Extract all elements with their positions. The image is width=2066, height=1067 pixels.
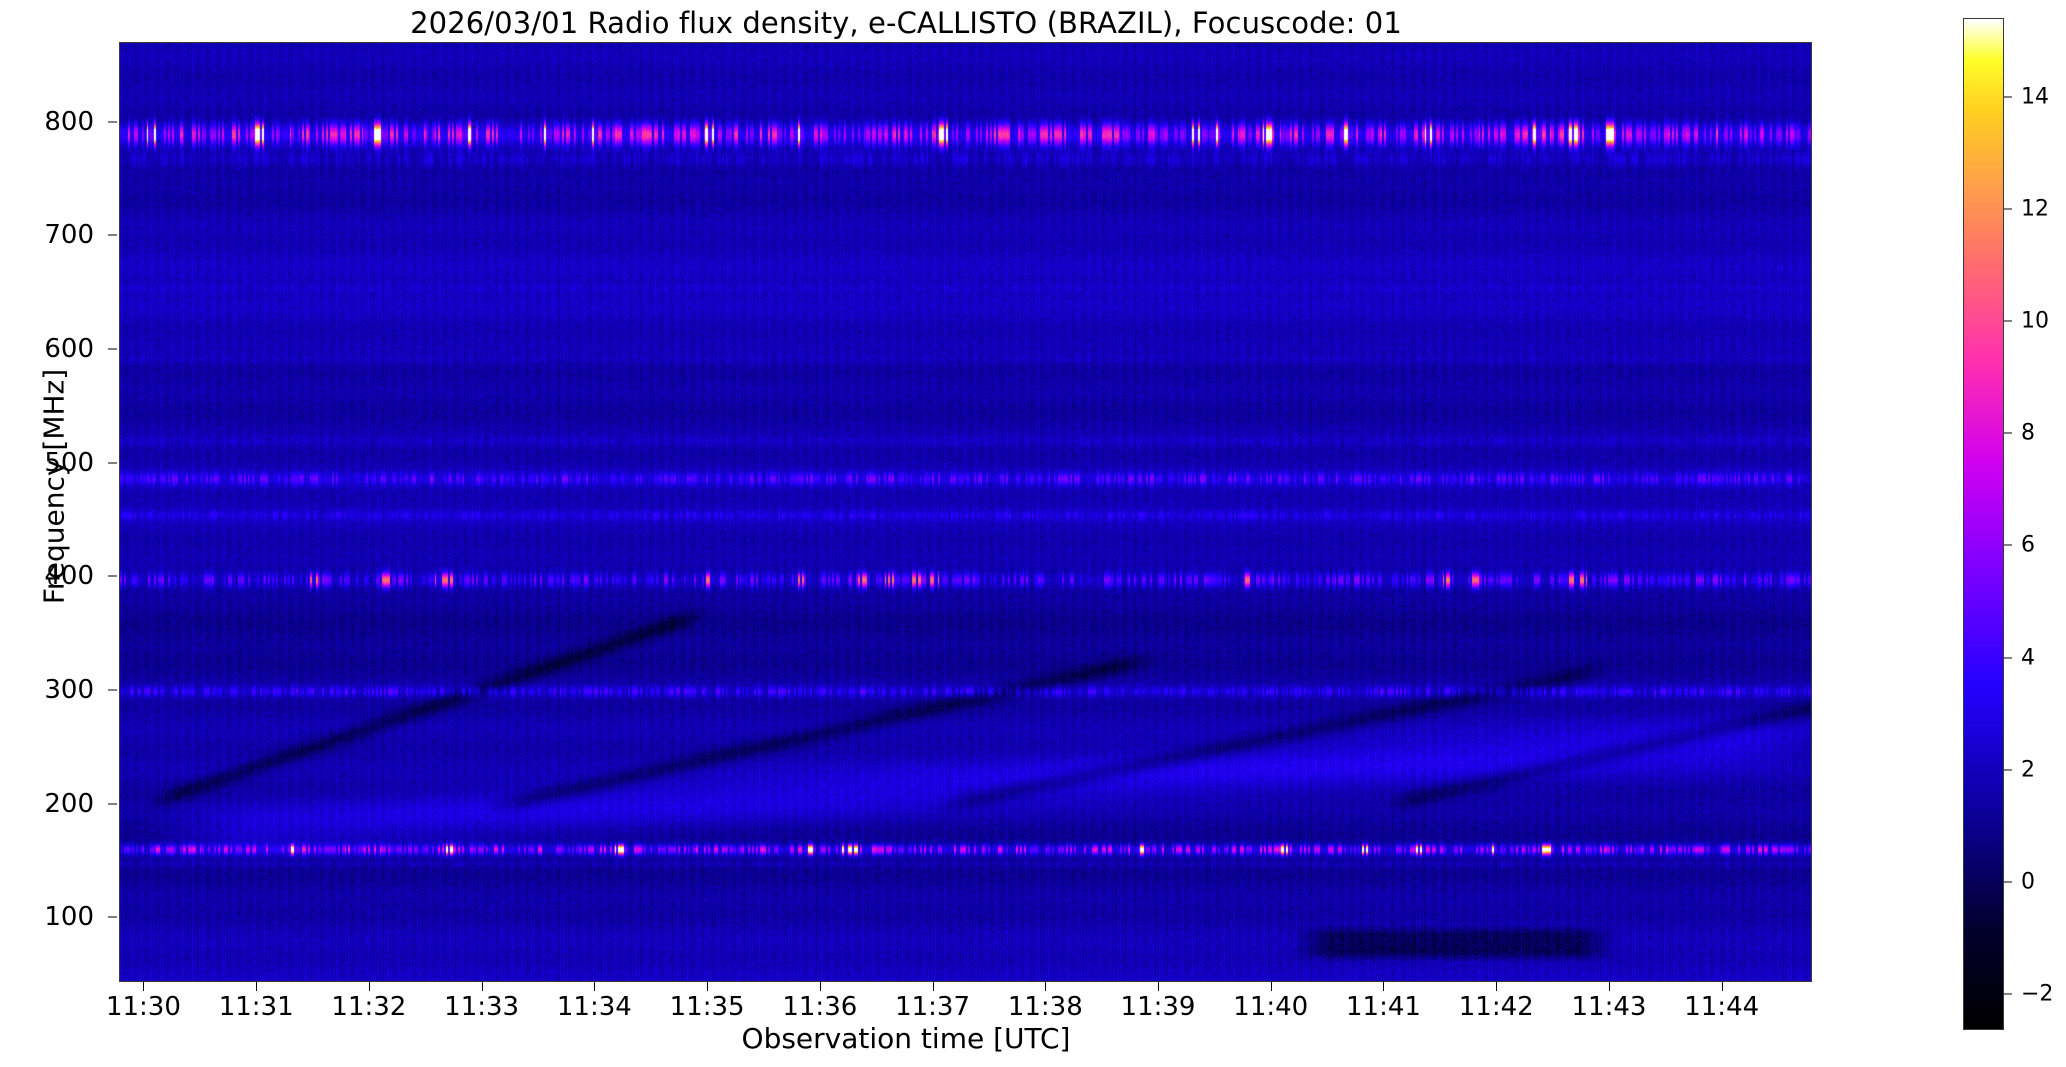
- x-axis-tick-label: 11:42: [1458, 992, 1534, 1022]
- x-axis-tick-mark: [256, 982, 258, 991]
- x-axis-tick-label: 11:38: [1007, 992, 1083, 1022]
- y-axis-tick-label: 700: [44, 220, 94, 251]
- y-axis-tick-mark: [108, 462, 117, 464]
- y-axis-tick-labels: 100 200 300 400 500 600 700 800: [0, 42, 108, 982]
- x-axis-tick-mark: [1608, 982, 1610, 991]
- x-axis-tick-label: 11:36: [782, 992, 858, 1022]
- x-axis-tick-label: 11:41: [1346, 992, 1421, 1022]
- x-axis-tick-label: 11:44: [1684, 992, 1760, 1022]
- colorbar-tick-mark: [2004, 208, 2012, 210]
- x-axis-tick-label: 11:30: [105, 992, 181, 1022]
- x-axis-tick-mark: [143, 982, 145, 991]
- x-axis-tick-labels: 11:30 11:31 11:32 11:33 11:34 11:35 11:36 11:37…: [0, 982, 2066, 1026]
- colorbar-tick-label: 0: [2021, 869, 2035, 895]
- y-axis-label: Frequency [MHz]: [37, 368, 71, 605]
- y-axis-tick-label: 100: [44, 902, 94, 933]
- y-axis-tick-mark: [108, 121, 117, 123]
- x-axis-tick-mark: [1721, 982, 1723, 991]
- colorbar-gradient: [1964, 19, 2003, 1029]
- spectrogram-plot-area: [119, 42, 1812, 982]
- y-axis-tick-mark: [108, 575, 117, 577]
- y-axis-tick-mark: [108, 916, 117, 918]
- colorbar-tick-label: 12: [2021, 196, 2049, 222]
- y-axis-tick-mark: [108, 803, 117, 805]
- y-axis-tick-label: 300: [44, 675, 94, 706]
- y-axis-tick-label: 200: [44, 788, 94, 819]
- y-axis-tick-mark: [108, 234, 117, 236]
- x-axis-tick-label: 11:43: [1571, 992, 1647, 1022]
- x-axis-tick-mark: [707, 982, 709, 991]
- x-axis-tick-mark: [368, 982, 370, 991]
- colorbar-tick-label: 14: [2021, 84, 2049, 110]
- x-axis-tick-mark: [819, 982, 821, 991]
- y-axis-tick-label: 600: [44, 333, 94, 364]
- colorbar-tick-mark: [2004, 320, 2012, 322]
- x-axis-tick-label: 11:40: [1233, 992, 1309, 1022]
- page-title: 2026/03/01 Radio flux density, e-CALLIST…: [410, 6, 1402, 40]
- y-axis-tick-label: 500: [44, 447, 94, 478]
- colorbar-tick-mark: [2004, 544, 2012, 546]
- colorbar-tick-label: 8: [2021, 420, 2035, 446]
- colorbar-tick-mark: [2004, 769, 2012, 771]
- x-axis-tick-mark: [481, 982, 483, 991]
- x-axis-tick-label: 11:35: [669, 992, 745, 1022]
- x-axis-tick-mark: [1270, 982, 1272, 991]
- x-axis-tick-label: 11:34: [556, 992, 632, 1022]
- x-axis-label: Observation time [UTC]: [741, 1022, 1071, 1055]
- colorbar-tick-mark: [2004, 657, 2012, 659]
- x-axis-tick-mark: [1496, 982, 1498, 991]
- colorbar-tick-label: 6: [2021, 532, 2035, 558]
- x-axis-tick-label: 11:37: [895, 992, 971, 1022]
- x-axis-tick-label: 11:32: [331, 992, 407, 1022]
- x-axis-tick-mark: [932, 982, 934, 991]
- colorbar-tick-label: 4: [2021, 645, 2035, 671]
- spectrogram-canvas: [120, 43, 1811, 981]
- x-axis-tick-mark: [594, 982, 596, 991]
- x-axis-tick-mark: [1383, 982, 1385, 991]
- colorbar-tick-labels: −2 0 2 4 6 8 10 12 14: [2004, 18, 2064, 1030]
- x-axis-tick-label: 11:31: [218, 992, 294, 1022]
- colorbar-tick-mark: [2004, 96, 2012, 98]
- x-axis-tick-label: 11:39: [1120, 992, 1196, 1022]
- x-axis-tick-mark: [1045, 982, 1047, 991]
- y-axis-tick-label: 800: [44, 106, 94, 137]
- x-axis-tick-label: 11:33: [444, 992, 520, 1022]
- colorbar-tick-label: 10: [2021, 308, 2049, 334]
- colorbar: [1963, 18, 2004, 1030]
- colorbar-tick-label: 2: [2021, 757, 2035, 783]
- x-axis-tick-mark: [1158, 982, 1160, 991]
- y-axis-tick-label: 400: [44, 561, 94, 592]
- y-axis-tick-mark: [108, 348, 117, 350]
- colorbar-tick-mark: [2004, 993, 2012, 995]
- y-axis-tick-mark: [108, 689, 117, 691]
- colorbar-tick-label: −2: [2021, 981, 2054, 1007]
- colorbar-tick-mark: [2004, 432, 2012, 434]
- colorbar-tick-mark: [2004, 881, 2012, 883]
